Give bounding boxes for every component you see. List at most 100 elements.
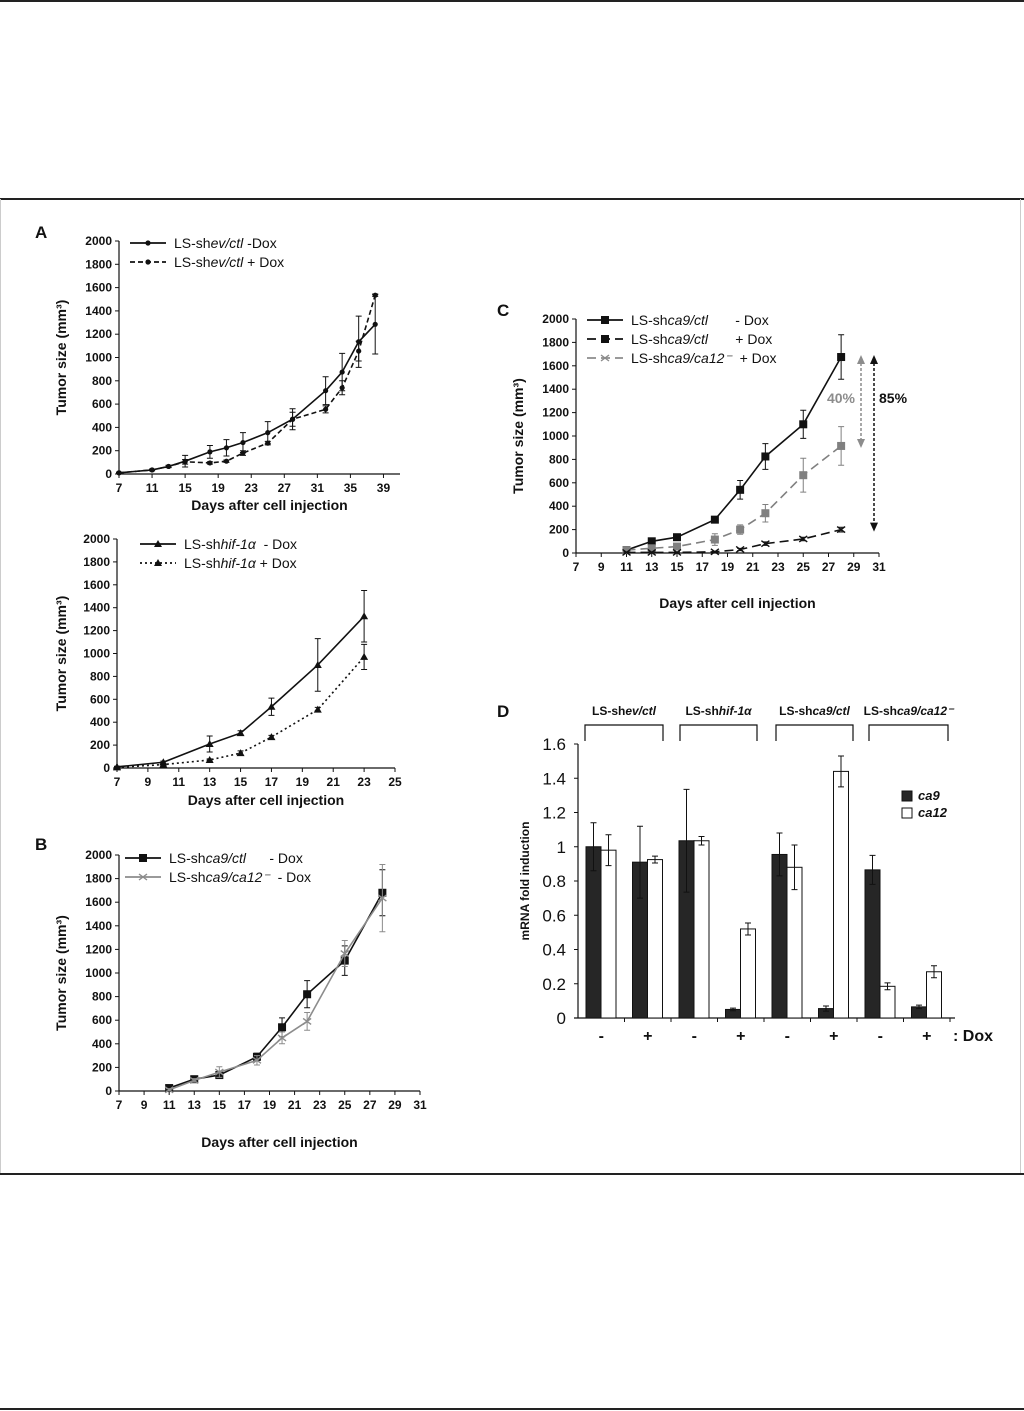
data-point — [159, 760, 168, 768]
legend-marker — [138, 873, 148, 881]
x-tick-label: 17 — [265, 775, 279, 789]
data-point — [165, 1084, 174, 1093]
group-italic: ev/ctl — [625, 704, 656, 718]
y-axis-title: Tumor size (mm³) — [53, 596, 69, 712]
y-tick-label: 1000 — [542, 429, 569, 443]
series-line — [168, 892, 384, 1089]
legend-italic: ca9/ctl — [668, 331, 709, 347]
legend-label: LS-shca9/ctl + Dox — [631, 331, 772, 347]
y-tick-label: 200 — [92, 444, 112, 458]
x-tick-label: 15 — [670, 560, 684, 574]
error-bar — [931, 965, 937, 979]
arrow-down-icon — [857, 438, 865, 448]
series-line — [626, 445, 842, 551]
x-tick-label: 13 — [645, 560, 659, 574]
legend-label: ca9 — [918, 788, 940, 803]
y-tick-label: 1200 — [85, 327, 112, 341]
x-axis-title: Days after cell injection — [188, 792, 344, 808]
group-italic: ca9/ctl — [812, 704, 850, 718]
legend-prefix: LS-sh — [631, 350, 668, 366]
data-point — [647, 537, 656, 546]
y-tick-label: 1400 — [85, 304, 112, 318]
x-tick-label: 31 — [872, 560, 886, 574]
x-tick-label: 23 — [313, 1098, 327, 1112]
y-tick-label: 800 — [549, 452, 569, 466]
data-point — [267, 733, 276, 741]
group-label: LS-shca9/ctl — [779, 704, 850, 718]
y-tick-label: 2000 — [542, 312, 569, 326]
y-tick-label: 0 — [562, 546, 569, 560]
dox-sign-label: - — [878, 1028, 883, 1045]
data-point — [313, 705, 322, 713]
x-tick-label: 21 — [327, 775, 341, 789]
data-point — [113, 763, 121, 771]
y-tick-label: 0 — [103, 761, 110, 775]
legend-marker — [601, 316, 609, 324]
data-point — [214, 1068, 224, 1076]
legend-label: LS-shca9/ctl - Dox — [169, 850, 303, 866]
bar-ca12 — [740, 928, 756, 1019]
x-tick-label: 25 — [388, 775, 402, 789]
x-tick-label: 19 — [721, 560, 735, 574]
legend-prefix: LS-sh — [184, 555, 221, 571]
data-point — [710, 548, 720, 556]
arrow-up-icon — [870, 355, 878, 365]
error-bar — [698, 835, 705, 846]
x-tick-label: 31 — [413, 1098, 427, 1112]
group-prefix: LS-sh — [592, 704, 625, 718]
data-point — [760, 540, 770, 548]
data-point — [189, 1076, 199, 1084]
data-point — [799, 420, 808, 429]
panel-label: D — [497, 702, 509, 721]
series-1: LS-shev/ctl + Dox — [116, 254, 379, 476]
x-tick-label: 11 — [146, 481, 159, 495]
data-point — [377, 894, 387, 902]
data-point — [836, 526, 846, 534]
legend-prefix: LS-sh — [174, 254, 211, 270]
group-italic: ca9/ca12⁻ — [897, 704, 955, 718]
y-tick-label: 800 — [90, 669, 110, 683]
series-2: LS-shca9/ca12⁻ + Dox — [587, 350, 846, 556]
legend-prefix: LS-sh — [184, 536, 221, 552]
dox-axis-label: : Dox — [953, 1028, 993, 1045]
y-tick-label: 800 — [92, 990, 112, 1004]
legend-suffix: + Dox — [243, 254, 284, 270]
data-point — [265, 430, 271, 436]
panel-label: B — [35, 835, 47, 854]
data-point — [673, 533, 681, 542]
legend-prefix: LS-sh — [169, 869, 206, 885]
figure-top-rule — [0, 198, 1024, 200]
legend-italic: ca9/ca12⁻ — [206, 869, 272, 885]
legend-italic: hif-1α — [221, 536, 257, 552]
x-tick-label: 11 — [620, 560, 633, 574]
bar-ca9 — [864, 869, 881, 1019]
x-tick-label: 29 — [847, 560, 861, 574]
data-point — [647, 544, 656, 553]
x-tick-label: 27 — [278, 481, 292, 495]
legend-marker — [154, 559, 162, 566]
y-tick-label: 1200 — [83, 624, 110, 638]
y-tick-label: 1.2 — [542, 804, 566, 823]
y-axis-title: Tumor size (mm³) — [53, 300, 69, 416]
data-point — [236, 729, 245, 737]
panel-a-top: A 0 200 400 600 800 1000 1200 1400 1600 1800 2000 7 1… — [35, 223, 400, 513]
y-tick-label: 0.4 — [542, 941, 566, 960]
legend-suffix: - Dox — [708, 312, 769, 328]
legend-label: LS-shca9/ctl - Dox — [631, 312, 769, 328]
series-line — [116, 615, 365, 768]
data-point — [356, 348, 362, 354]
legend-label: ca12 — [918, 805, 948, 820]
legend-prefix: LS-sh — [631, 312, 668, 328]
y-tick-label: 1 — [557, 838, 566, 857]
bar-ca12 — [926, 971, 942, 1019]
y-tick-label: 0.8 — [542, 872, 566, 891]
legend-marker — [600, 354, 610, 362]
dox-sign-label: - — [599, 1028, 604, 1045]
legend-italic: ev/ctl — [211, 254, 245, 270]
group-prefix: LS-sh — [779, 704, 812, 718]
data-point — [735, 545, 745, 554]
x-tick-label: 23 — [245, 481, 259, 495]
data-point — [360, 612, 369, 620]
data-point — [240, 439, 246, 446]
error-bar — [637, 825, 643, 899]
